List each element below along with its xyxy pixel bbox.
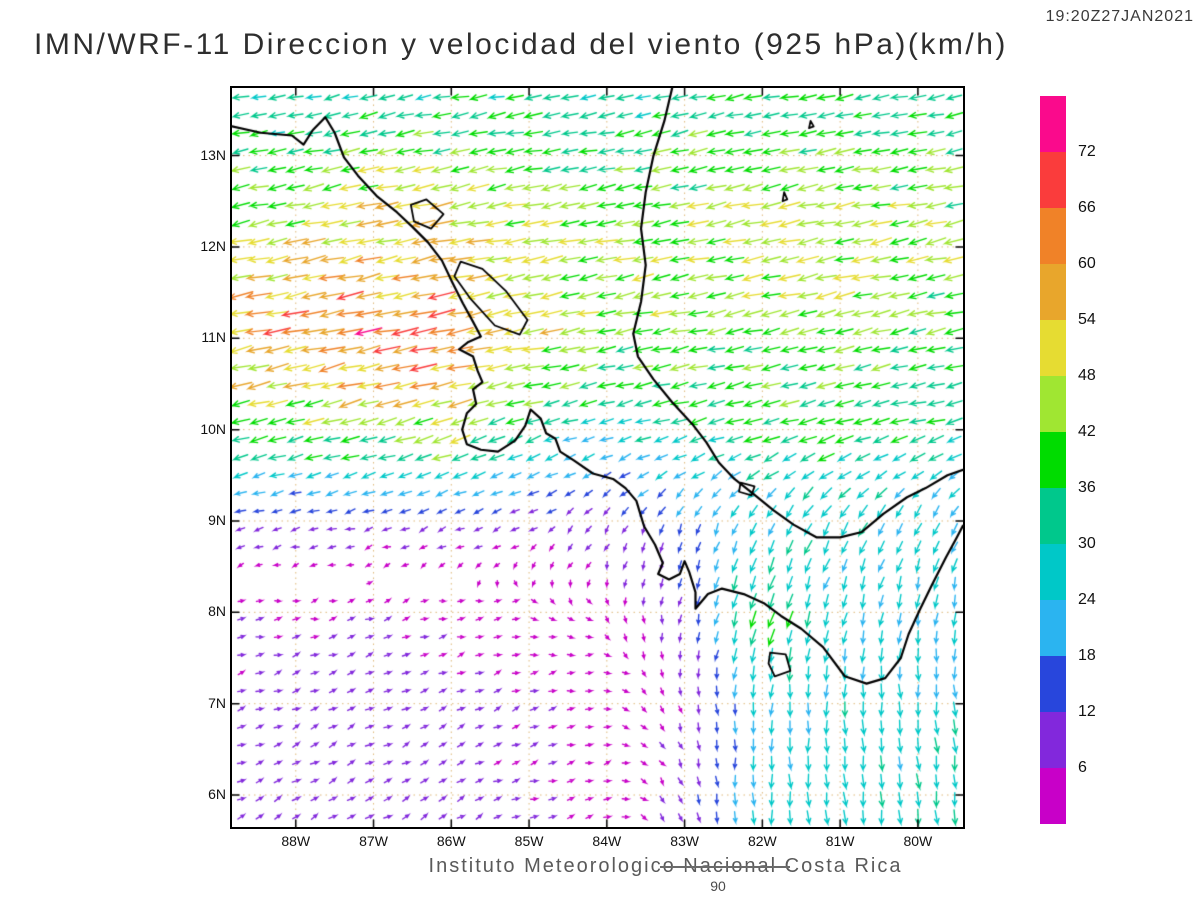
colorbar-segment [1040, 544, 1066, 600]
colorbar-segment [1040, 96, 1066, 152]
lon-tick-label: 85W [514, 833, 544, 849]
lon-tick-label: 87W [359, 833, 388, 849]
colorbar-tick-label: 60 [1078, 255, 1096, 272]
wind-speed-colorbar [1040, 96, 1066, 824]
colorbar-tick-label: 24 [1078, 591, 1096, 608]
colorbar-segment [1040, 152, 1066, 208]
lon-tick-label: 83W [670, 833, 699, 849]
colorbar-tick-label: 42 [1078, 423, 1096, 440]
page-number: 90 [710, 878, 726, 894]
colorbar-segment [1040, 376, 1066, 432]
colorbar-segment [1040, 432, 1066, 488]
colorbar-tick-label: 18 [1078, 647, 1096, 664]
colorbar-tick-label: 72 [1078, 143, 1096, 160]
colorbar-tick-label: 48 [1078, 367, 1096, 384]
colorbar-segment [1040, 712, 1066, 768]
colorbar-tick-label: 12 [1078, 703, 1096, 720]
chart-title: IMN/WRF-11 Direccion y velocidad del vie… [34, 28, 1008, 61]
lat-tick-label: 13N [200, 146, 226, 163]
lat-tick-label: 12N [200, 237, 226, 254]
colorbar-tick-label: 6 [1078, 759, 1087, 776]
lon-tick-label: 84W [592, 833, 622, 849]
lon-tick-label: 81W [825, 833, 855, 849]
colorbar-segment [1040, 208, 1066, 264]
colorbar-segment [1040, 600, 1066, 656]
colorbar-segment [1040, 488, 1066, 544]
lon-tick-label: 86W [436, 833, 466, 849]
lon-tick-label: 82W [747, 833, 777, 849]
lat-tick-label: 10N [200, 420, 226, 437]
colorbar-tick-label: 36 [1078, 479, 1096, 496]
strike-line [660, 866, 790, 868]
lat-tick-label: 6N [208, 786, 226, 803]
lon-tick-label: 80W [903, 833, 933, 849]
lat-tick-label: 7N [208, 694, 226, 711]
colorbar-tick-label: 66 [1078, 199, 1096, 216]
lat-tick-label: 8N [208, 603, 226, 620]
colorbar-tick-label: 54 [1078, 311, 1096, 328]
lat-tick-label: 9N [208, 511, 226, 528]
colorbar-segment [1040, 320, 1066, 376]
map-frame [230, 86, 965, 829]
wind-vector-map-canvas [232, 88, 963, 827]
lat-tick-label: 11N [201, 329, 226, 346]
lon-tick-label: 88W [281, 833, 311, 849]
valid-timestamp: 19:20Z27JAN2021 [1045, 8, 1194, 25]
colorbar-tick-label: 30 [1078, 535, 1096, 552]
colorbar-segment [1040, 768, 1066, 824]
colorbar-segment [1040, 264, 1066, 320]
colorbar-segment [1040, 656, 1066, 712]
